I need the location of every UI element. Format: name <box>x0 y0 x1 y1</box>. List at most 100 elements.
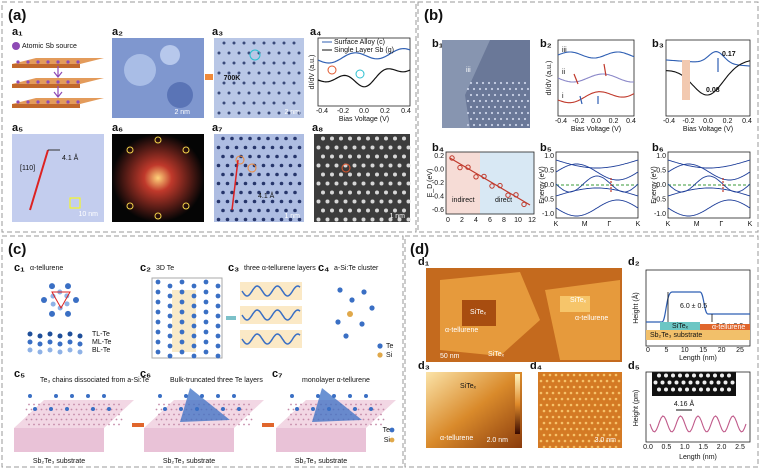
atom <box>310 423 312 426</box>
atom <box>167 283 173 289</box>
atom <box>65 310 71 317</box>
domain <box>465 40 530 128</box>
atom <box>370 423 372 426</box>
atom <box>340 423 342 426</box>
atom <box>584 409 588 413</box>
atom <box>237 407 241 411</box>
atom <box>237 51 241 55</box>
atom <box>292 61 296 65</box>
atom <box>103 423 105 426</box>
atom <box>584 397 588 401</box>
arrow <box>573 63 607 85</box>
atom <box>548 373 552 377</box>
atom <box>526 99 530 103</box>
atom <box>228 403 230 406</box>
atom <box>330 190 334 195</box>
atom <box>272 81 276 85</box>
atom <box>321 190 325 195</box>
atom <box>581 403 585 407</box>
atom <box>238 403 240 406</box>
atom <box>225 181 230 186</box>
sub-panel-label: c₁ <box>14 262 25 274</box>
x-tick-label: Γ <box>607 221 611 228</box>
atom <box>267 91 271 95</box>
atom <box>65 407 69 411</box>
atom <box>270 145 275 150</box>
atom <box>539 439 543 443</box>
atom <box>28 413 30 416</box>
atom <box>366 208 370 213</box>
atom <box>348 190 352 195</box>
atom <box>115 418 118 421</box>
annotation: 700K <box>224 75 241 82</box>
atom <box>36 100 40 104</box>
atom <box>183 403 185 406</box>
curve-label: ii <box>562 69 566 76</box>
atom <box>384 136 388 141</box>
atom <box>369 407 373 411</box>
atom <box>292 408 295 411</box>
atom <box>105 418 108 421</box>
atom <box>375 154 379 159</box>
atom <box>723 380 728 385</box>
atom <box>575 439 579 443</box>
atom <box>184 394 188 398</box>
curve <box>557 73 634 83</box>
atom <box>475 93 479 97</box>
atom <box>76 80 80 84</box>
atom <box>611 391 615 395</box>
annotation: 4.1 Å <box>62 153 79 162</box>
atom <box>242 101 246 105</box>
atom <box>587 391 591 395</box>
atom <box>330 172 334 177</box>
atom <box>367 418 370 421</box>
atom <box>692 373 696 378</box>
atom <box>292 418 295 421</box>
atom <box>493 117 497 121</box>
atom <box>345 423 347 426</box>
atom <box>252 61 256 65</box>
sub-panel-label: b₆ <box>652 142 664 154</box>
atom <box>160 408 163 411</box>
atom <box>33 413 35 416</box>
atom <box>262 101 266 105</box>
annotation: 4.16 Å <box>674 399 695 408</box>
color-bar <box>515 374 520 434</box>
marker <box>481 173 487 180</box>
atom <box>115 408 118 411</box>
atom <box>551 391 555 395</box>
atom <box>566 373 570 377</box>
band <box>667 163 751 181</box>
y-axis-label: Height (Å) <box>631 292 640 324</box>
atom <box>30 408 33 411</box>
atom <box>270 163 275 168</box>
curve-label: iii <box>562 47 567 54</box>
slab <box>12 64 80 68</box>
annotation: indirect <box>452 197 475 204</box>
band <box>555 163 639 181</box>
atom <box>297 217 302 222</box>
atom <box>266 136 270 141</box>
atom <box>227 51 231 55</box>
atom <box>339 172 343 177</box>
atom <box>27 347 33 353</box>
atom <box>602 397 606 401</box>
atom <box>548 421 552 425</box>
atom <box>406 181 411 186</box>
atom <box>520 87 524 91</box>
atom <box>242 81 246 85</box>
marker <box>449 155 455 161</box>
atom <box>596 409 600 413</box>
atom <box>325 423 327 426</box>
atom <box>713 387 717 392</box>
atom <box>216 199 221 204</box>
atom <box>66 100 70 104</box>
atom <box>198 423 200 426</box>
x-tick-label: -0.4 <box>555 118 567 125</box>
atom <box>64 301 70 307</box>
atom <box>614 373 618 377</box>
atom <box>539 391 543 395</box>
atom <box>720 387 724 392</box>
atom <box>234 199 239 204</box>
atom <box>252 181 257 186</box>
